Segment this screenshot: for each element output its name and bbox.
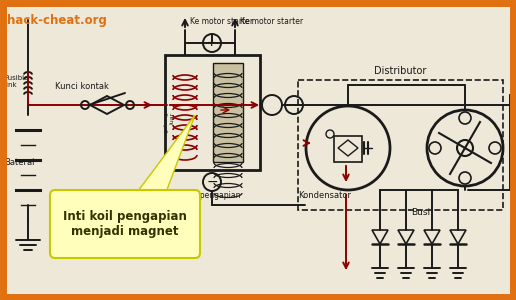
Text: Inti koil pengapian
menjadi magnet: Inti koil pengapian menjadi magnet [63, 210, 187, 238]
Polygon shape [135, 115, 195, 195]
Text: −: − [206, 175, 218, 189]
Bar [298, 80, 503, 210]
Text: Kunci kontak: Kunci kontak [55, 82, 109, 91]
Text: Busi: Busi [411, 208, 430, 217]
Text: +: + [207, 38, 217, 48]
Text: gulungan
luar: gulungan luar [164, 103, 174, 133]
Text: Ke motor starter: Ke motor starter [190, 17, 253, 26]
Text: Kondensator: Kondensator [298, 191, 351, 200]
FancyBboxPatch shape [50, 190, 200, 258]
Text: hack-cheat.org: hack-cheat.org [7, 14, 107, 27]
Text: Fusible
link: Fusible link [4, 75, 28, 88]
Text: Distributor: Distributor [374, 66, 426, 76]
Bar [213, 63, 243, 162]
Text: Baterai: Baterai [4, 158, 35, 167]
Text: Ke motor starter: Ke motor starter [240, 17, 303, 26]
Text: koil pengapian: koil pengapian [184, 191, 240, 200]
Bar [334, 136, 362, 162]
Bar [165, 55, 260, 170]
